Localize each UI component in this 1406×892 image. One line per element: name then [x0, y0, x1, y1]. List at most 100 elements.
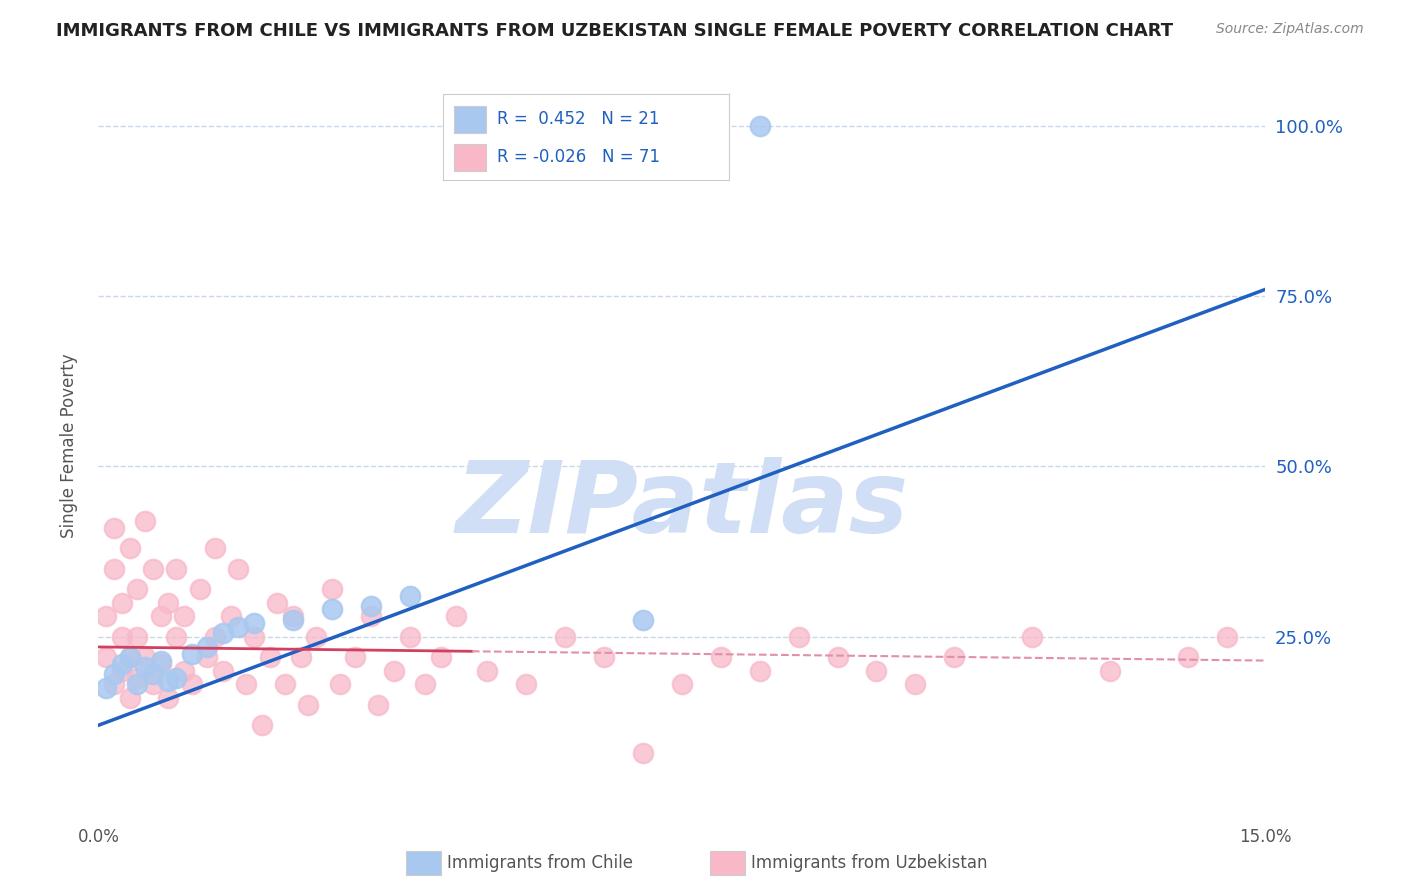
Point: [96, 650, 118, 665]
Point: [212, 664, 235, 678]
Point: [180, 647, 202, 661]
Text: Immigrants from Uzbekistan: Immigrants from Uzbekistan: [751, 854, 987, 872]
Point: [127, 630, 149, 644]
Point: [165, 671, 187, 685]
Point: [243, 616, 266, 631]
Point: [111, 630, 134, 644]
Point: [413, 677, 436, 691]
Point: [235, 677, 257, 691]
Point: [1215, 630, 1237, 644]
Point: [118, 541, 141, 556]
FancyBboxPatch shape: [710, 851, 745, 875]
Point: [1177, 650, 1199, 665]
Text: Immigrants from Chile: Immigrants from Chile: [447, 854, 634, 872]
Text: Source: ZipAtlas.com: Source: ZipAtlas.com: [1216, 22, 1364, 37]
Point: [103, 521, 125, 535]
Point: [290, 650, 312, 665]
Point: [188, 582, 211, 596]
Point: [111, 664, 134, 678]
Point: [142, 667, 165, 681]
Point: [671, 677, 693, 691]
Point: [710, 650, 733, 665]
Point: [134, 660, 156, 674]
Point: [281, 609, 304, 624]
Point: [127, 582, 149, 596]
Point: [157, 691, 180, 706]
Point: [228, 619, 250, 633]
Point: [212, 626, 235, 640]
Point: [250, 718, 273, 732]
Point: [149, 657, 172, 671]
Point: [173, 609, 195, 624]
Point: [103, 561, 125, 575]
Point: [1098, 664, 1121, 678]
Point: [118, 691, 141, 706]
Point: [266, 596, 288, 610]
Point: [748, 664, 770, 678]
Point: [165, 630, 187, 644]
Point: [344, 650, 367, 665]
Point: [103, 677, 125, 691]
Point: [228, 561, 250, 575]
Point: [329, 677, 352, 691]
Point: [204, 541, 226, 556]
Point: [134, 514, 156, 528]
Point: [827, 650, 849, 665]
Point: [157, 596, 180, 610]
Point: [274, 677, 297, 691]
Point: [360, 599, 382, 613]
Point: [429, 650, 451, 665]
Point: [195, 640, 218, 654]
Text: ZIPatlas: ZIPatlas: [456, 458, 908, 555]
Point: [111, 657, 134, 671]
Point: [134, 650, 156, 665]
Point: [321, 602, 343, 616]
Point: [297, 698, 319, 712]
Point: [398, 589, 420, 603]
Point: [259, 650, 281, 665]
Point: [398, 630, 420, 644]
Point: [477, 664, 499, 678]
Point: [127, 671, 149, 685]
Point: [593, 650, 616, 665]
Point: [96, 681, 118, 695]
Point: [204, 630, 226, 644]
Point: [157, 673, 180, 688]
Point: [446, 609, 468, 624]
Point: [321, 582, 343, 596]
Point: [142, 561, 165, 575]
Point: [360, 609, 382, 624]
Y-axis label: Single Female Poverty: Single Female Poverty: [59, 354, 77, 538]
Point: [173, 664, 195, 678]
Point: [904, 677, 927, 691]
Point: [787, 630, 810, 644]
Point: [943, 650, 966, 665]
Point: [1021, 630, 1043, 644]
Point: [118, 650, 141, 665]
Point: [305, 630, 328, 644]
Point: [118, 650, 141, 665]
FancyBboxPatch shape: [406, 851, 441, 875]
Point: [515, 677, 537, 691]
Point: [142, 677, 165, 691]
Point: [554, 630, 576, 644]
Point: [149, 609, 172, 624]
Point: [631, 746, 654, 760]
Point: [367, 698, 389, 712]
Point: [96, 609, 118, 624]
Point: [195, 650, 218, 665]
Point: [180, 677, 202, 691]
Point: [127, 677, 149, 691]
Point: [111, 596, 134, 610]
Point: [243, 630, 266, 644]
Point: [149, 654, 172, 668]
Point: [165, 561, 187, 575]
Point: [748, 119, 770, 133]
Point: [281, 613, 304, 627]
Point: [219, 609, 242, 624]
Text: IMMIGRANTS FROM CHILE VS IMMIGRANTS FROM UZBEKISTAN SINGLE FEMALE POVERTY CORREL: IMMIGRANTS FROM CHILE VS IMMIGRANTS FROM…: [56, 22, 1174, 40]
Point: [382, 664, 405, 678]
Point: [865, 664, 887, 678]
Point: [103, 667, 125, 681]
Point: [631, 613, 654, 627]
